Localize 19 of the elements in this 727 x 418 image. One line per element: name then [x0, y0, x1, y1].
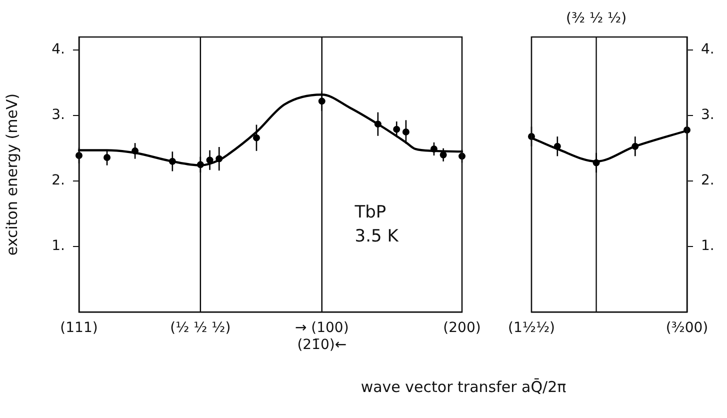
x-tick-label: (½ ½ ½): [170, 320, 231, 336]
y-tick-label: 4.: [701, 42, 714, 58]
x-tick-label: (200): [443, 320, 481, 336]
x-tick-label: (³⁄₂00): [666, 320, 708, 336]
x-tick-label: (1½½): [508, 320, 555, 336]
text: (³⁄₂ ½ ½): [566, 10, 627, 27]
x-tick-label: (111): [60, 320, 98, 336]
y-tick-label: 2.: [52, 172, 65, 189]
x-axis-title: wave vector transfer aQ̄/2π: [360, 378, 568, 396]
y-tick-label: 2.: [701, 172, 714, 189]
y-tick-label: 3.: [52, 107, 65, 124]
y-tick-label: 1.: [52, 238, 65, 254]
x-tick-label: → (100) (21̄0)←: [294, 320, 349, 353]
annotation: TbP: [354, 202, 386, 222]
y-axis-title: exciton energy (meV): [2, 93, 21, 256]
y-tick-label: 3.: [701, 107, 714, 124]
annotation: 3.5 K: [354, 226, 400, 246]
y-tick-label: 4.: [52, 42, 65, 58]
y-tick-label: 1.: [701, 238, 714, 254]
